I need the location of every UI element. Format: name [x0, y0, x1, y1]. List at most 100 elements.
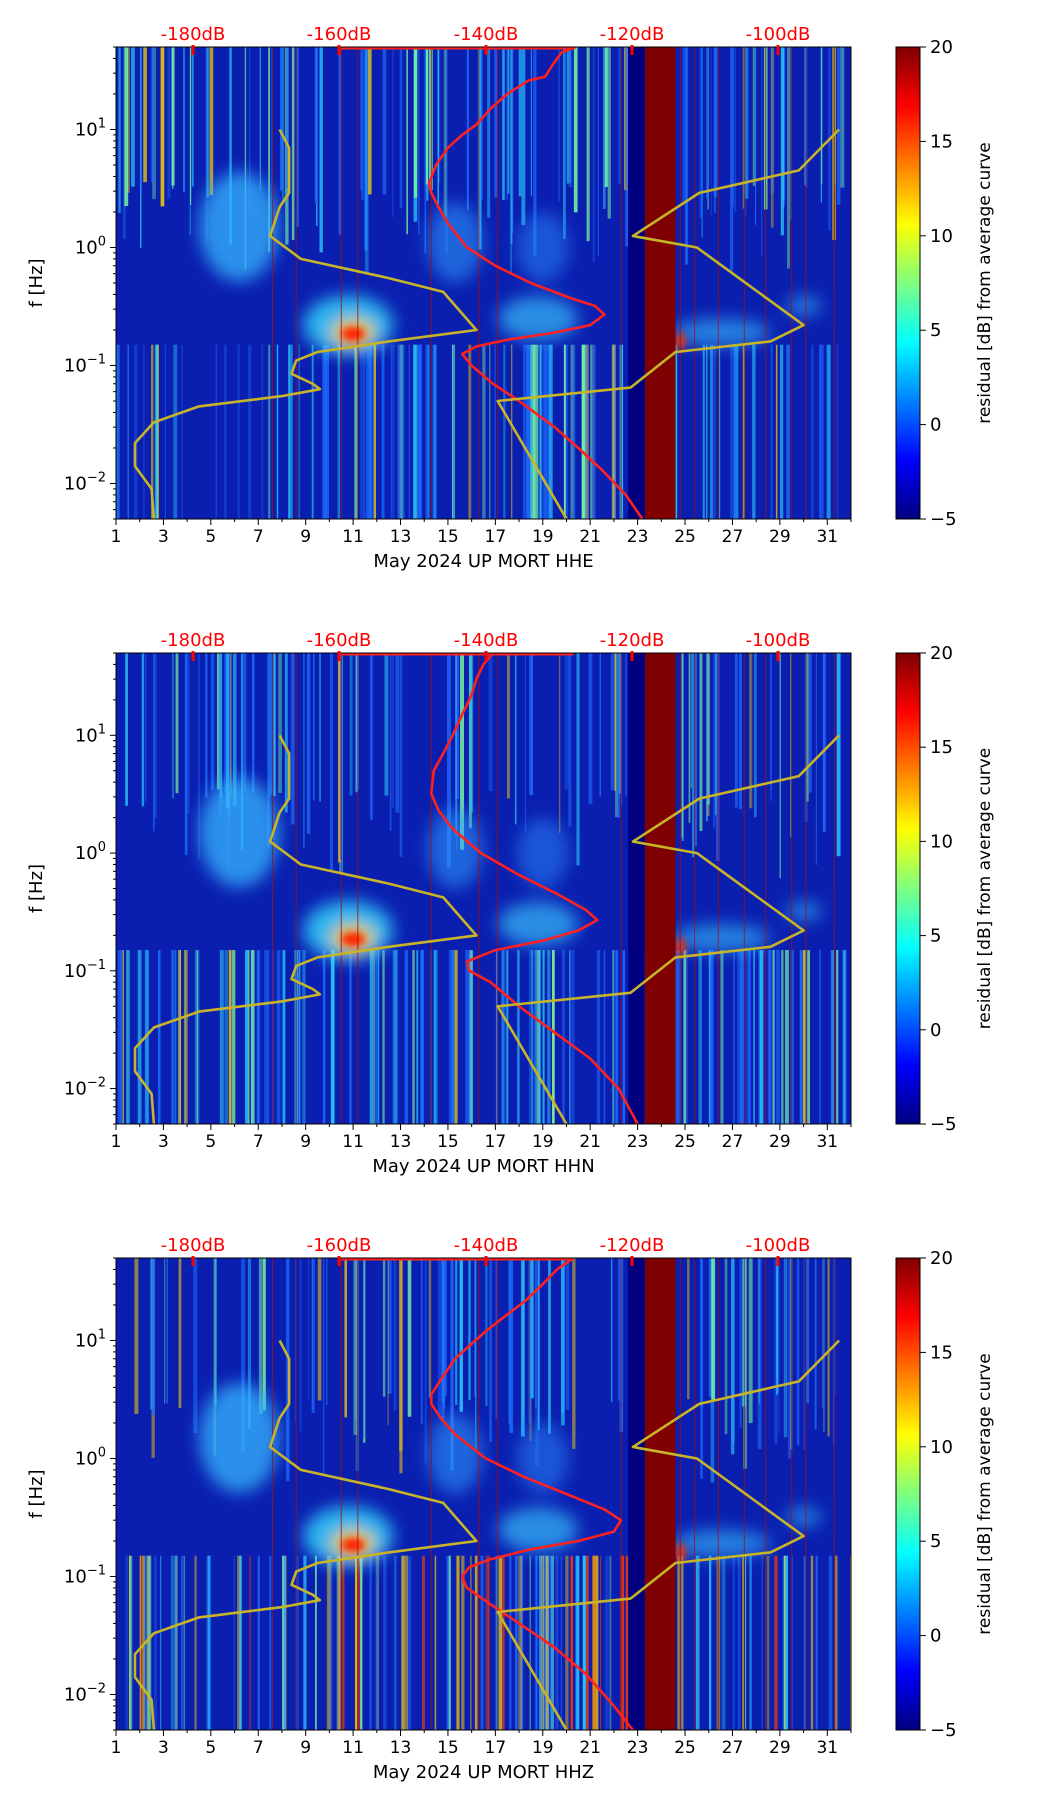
noise-streak — [406, 47, 408, 235]
noise-streak — [692, 653, 695, 858]
noise-streak — [582, 1555, 586, 1730]
noise-streak — [330, 1555, 333, 1730]
x-tick-label: 21 — [579, 1738, 601, 1758]
noise-streak — [141, 653, 145, 807]
series-line — [133, 1339, 478, 1730]
noise-streak — [575, 1555, 577, 1730]
noise-streak — [573, 47, 578, 213]
noise-streak — [807, 950, 810, 1124]
top-db-label: -140dB — [454, 24, 519, 45]
noise-streak — [588, 653, 593, 804]
noise-streak — [133, 344, 138, 519]
noise-streak — [289, 344, 293, 519]
colorbar-tick-label: 0 — [930, 415, 941, 436]
noise-streak — [375, 1555, 378, 1730]
y-tick-label: 10−1 — [64, 958, 106, 982]
noise-streak — [488, 1555, 490, 1730]
colorbar-tick-label: 15 — [930, 1342, 953, 1363]
noise-streak — [269, 1555, 271, 1730]
x-tick-label: 7 — [253, 527, 264, 547]
noise-streak — [377, 1555, 379, 1730]
noise-streak — [303, 1555, 307, 1730]
noise-streak — [770, 344, 773, 519]
colorbar-tick-label: 5 — [930, 320, 941, 341]
noise-streak — [194, 1555, 197, 1730]
noise-streak — [547, 950, 551, 1124]
x-tick-label: 5 — [205, 527, 216, 547]
noise-streak — [227, 653, 231, 817]
noise-streak — [690, 653, 692, 789]
noise-streak — [407, 1555, 410, 1730]
noise-streak — [586, 47, 590, 242]
noise-streak — [796, 1258, 800, 1446]
series-line — [496, 128, 841, 519]
noise-streak — [266, 653, 270, 848]
noise-streak — [151, 1258, 155, 1416]
colorbar-tick-label: 0 — [930, 1626, 941, 1647]
noise-streak — [481, 1555, 484, 1730]
noise-streak — [787, 47, 790, 269]
noise-streak — [360, 344, 362, 519]
noise-streak — [326, 1555, 331, 1730]
noise-streak — [510, 47, 513, 244]
colorbar-gradient — [895, 652, 921, 1125]
noise-streak — [387, 1258, 389, 1426]
noise-streak — [677, 950, 682, 1124]
colorbar-tick-label: 0 — [930, 1020, 941, 1041]
noise-streak — [390, 344, 392, 519]
noise-streak — [674, 344, 678, 519]
noise-streak — [820, 47, 822, 203]
noise-streak — [721, 1555, 726, 1730]
x-tick-label: 29 — [769, 1132, 791, 1152]
x-tick-label: 7 — [253, 1738, 264, 1758]
energy-blob — [427, 808, 484, 889]
noise-streak — [485, 1555, 490, 1730]
noise-streak — [778, 1258, 780, 1433]
noise-streak — [170, 1555, 175, 1730]
noise-streak — [835, 1555, 838, 1730]
noise-streak — [118, 47, 121, 214]
noise-streak — [465, 950, 470, 1124]
noise-streak — [437, 1258, 442, 1415]
series-line — [427, 47, 644, 519]
noise-streak — [124, 47, 129, 207]
noise-streak — [459, 1258, 463, 1412]
energy-blob — [516, 212, 569, 283]
x-tick-label: 11 — [342, 1738, 364, 1758]
noise-streak — [164, 344, 167, 519]
colorbar-label: residual [dB] from average curve — [975, 142, 995, 423]
noise-streak — [501, 950, 505, 1124]
noise-streak — [702, 344, 705, 519]
noise-streak — [507, 653, 510, 799]
colorbar-tick-label: 5 — [930, 926, 941, 947]
noise-streak — [809, 653, 812, 793]
noise-streak — [322, 344, 327, 519]
energy-blobs — [199, 1382, 822, 1567]
noise-streak — [683, 950, 687, 1124]
colorbar-label: residual [dB] from average curve — [975, 748, 995, 1029]
noise-streak — [811, 344, 814, 519]
noise-streak — [257, 1555, 260, 1730]
energy-blob — [498, 901, 579, 946]
noise-streak — [687, 1258, 690, 1400]
top-db-axis: -180dB -160dB -140dB -120dB -100dB — [161, 1235, 810, 1266]
noise-streak — [326, 1258, 328, 1406]
noise-streak — [585, 344, 589, 519]
noise-streak — [517, 950, 520, 1124]
noise-streak — [251, 653, 255, 793]
noise-streak — [529, 1555, 531, 1730]
colorbar-tick-label: −5 — [930, 1114, 957, 1135]
noise-streak — [720, 950, 724, 1124]
noise-streak — [144, 653, 147, 803]
noise-streak — [681, 1555, 683, 1730]
energy-blob — [498, 1507, 579, 1552]
noise-streak — [819, 344, 821, 519]
noise-streak — [822, 1258, 824, 1409]
noise-streak — [279, 47, 283, 191]
noise-streak — [618, 47, 622, 185]
energy-blob — [670, 1529, 771, 1558]
x-tick-label: 11 — [342, 527, 364, 547]
colorbar-tick-label: 10 — [930, 831, 953, 852]
noise-streak — [392, 47, 394, 218]
noise-streak — [779, 653, 781, 879]
